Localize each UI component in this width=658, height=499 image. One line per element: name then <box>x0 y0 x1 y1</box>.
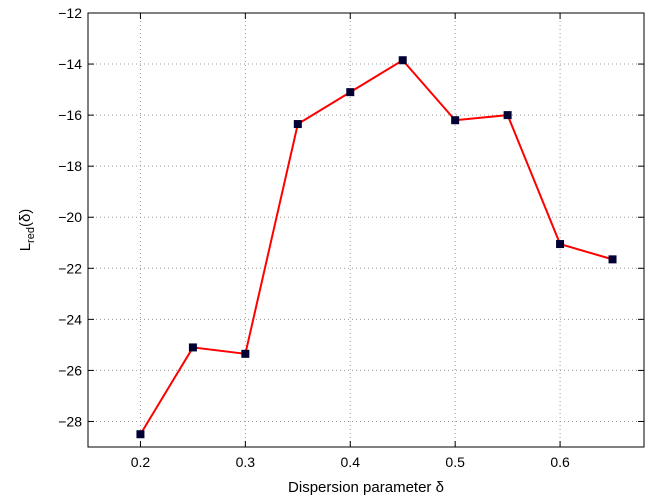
x-tick-label: 0.3 <box>236 454 256 470</box>
data-point-marker <box>556 240 565 249</box>
y-tick-label: −16 <box>58 107 82 123</box>
data-point-marker <box>241 349 250 358</box>
data-point-marker <box>398 56 407 65</box>
x-tick-label: 0.6 <box>550 454 570 470</box>
series-line <box>139 58 613 435</box>
data-point-marker <box>293 120 302 129</box>
y-axis-label: Lred(δ) <box>17 209 37 252</box>
plot-frame <box>87 12 645 448</box>
y-tick-label: −28 <box>58 413 82 429</box>
x-axis-label: Dispersion parameter δ <box>288 479 444 496</box>
y-axis-label-main: L <box>17 243 34 251</box>
x-tick-label: 0.4 <box>341 454 361 470</box>
data-point-marker <box>188 343 197 352</box>
x-tick-label: 0.2 <box>131 454 151 470</box>
y-axis-label-subscript: red <box>25 227 37 243</box>
y-tick-label: −18 <box>58 158 82 174</box>
data-point-marker <box>503 111 512 120</box>
data-point-marker <box>136 430 145 439</box>
ticks-layer: 0.2 0.3 0.4 0.5 0.6 −28 −26 −24 −22 −20 −18 −16 −14 −… <box>58 5 644 470</box>
data-point-marker <box>346 88 355 97</box>
series-layer <box>136 56 617 439</box>
data-point-marker <box>608 255 617 264</box>
y-tick-label: −14 <box>58 56 82 72</box>
y-tick-label: −24 <box>58 311 82 327</box>
y-tick-label: −12 <box>58 5 82 21</box>
y-tick-label: −26 <box>58 362 82 378</box>
x-tick-label: 0.5 <box>445 454 465 470</box>
y-axis-label-suffix: (δ) <box>17 209 34 227</box>
y-tick-label: −20 <box>58 209 82 225</box>
y-tick-label: −22 <box>58 260 82 276</box>
data-point-marker <box>451 116 460 125</box>
